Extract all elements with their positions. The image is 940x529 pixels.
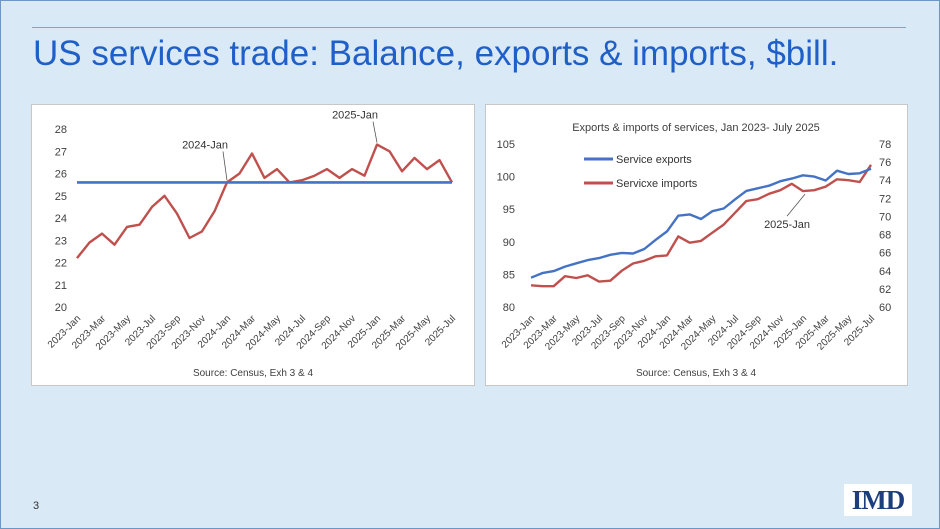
y2-tick-label: 74 (879, 175, 891, 187)
y-tick-label: 85 (503, 269, 515, 281)
y2-tick-label: 76 (879, 157, 891, 169)
imports-series-line (530, 164, 873, 288)
y2-tick-label: 62 (879, 284, 891, 296)
annotation-label: 2024-Jan (182, 139, 228, 151)
annotation-label: 2025-Jan (332, 110, 378, 122)
y-tick-label: 23 (55, 235, 67, 247)
balance-chart-panel: 20 21 22 23 24 25 26 27 28 2023-Jan 2023-Mar 2023-M… (31, 104, 475, 386)
page-number: 3 (33, 500, 40, 512)
y-tick-label: 100 (497, 172, 515, 184)
exports-imports-chart: Exports & imports of services, Jan 2023-… (497, 122, 892, 379)
y-tick-label: 105 (497, 139, 515, 151)
annotation-leader-line (222, 151, 228, 181)
annotation-label: 2025-Jan (764, 219, 810, 231)
annotation-leader-line (786, 193, 806, 217)
chart-source: Source: Census, Exh 3 & 4 (636, 368, 757, 379)
balance-chart: 2021222324252627282023-Jan2023-Mar2023-M… (46, 110, 458, 379)
y-tick-label: 95 (503, 204, 515, 216)
slide-title: US services trade: Balance, exports & im… (33, 34, 839, 73)
chart-title: Exports & imports of services, Jan 2023-… (572, 122, 820, 134)
y-tick-label: 90 (503, 237, 515, 249)
legend-label: Servicxe imports (616, 178, 698, 190)
chart-source: Source: Census, Exh 3 & 4 (193, 368, 314, 379)
y2-tick-label: 64 (879, 266, 891, 278)
imd-logo: IMD (844, 484, 912, 516)
balance-series-line (76, 143, 454, 259)
exports-imports-chart-panel: Exports & imports of services, Jan 2023-… (485, 104, 908, 386)
y-tick-label: 26 (55, 169, 67, 181)
y2-tick-label: 68 (879, 230, 891, 242)
exports-series-line (530, 167, 872, 279)
y-tick-label: 24 (55, 213, 67, 225)
y-tick-label: 20 (55, 302, 67, 314)
y-tick-label: 80 (503, 302, 515, 314)
y2-tick-label: 78 (879, 139, 891, 151)
legend-label: Service exports (616, 154, 692, 166)
y2-tick-label: 66 (879, 248, 891, 260)
y2-tick-label: 72 (879, 193, 891, 205)
y-tick-label: 28 (55, 124, 67, 136)
y2-tick-label: 60 (879, 302, 891, 314)
y-tick-label: 21 (55, 280, 67, 292)
annotation-leader-line (372, 121, 378, 143)
y-tick-label: 27 (55, 146, 67, 158)
y-tick-label: 22 (55, 258, 67, 270)
y2-tick-label: 70 (879, 211, 891, 223)
y-tick-label: 25 (55, 191, 67, 203)
header-rule (32, 27, 906, 28)
